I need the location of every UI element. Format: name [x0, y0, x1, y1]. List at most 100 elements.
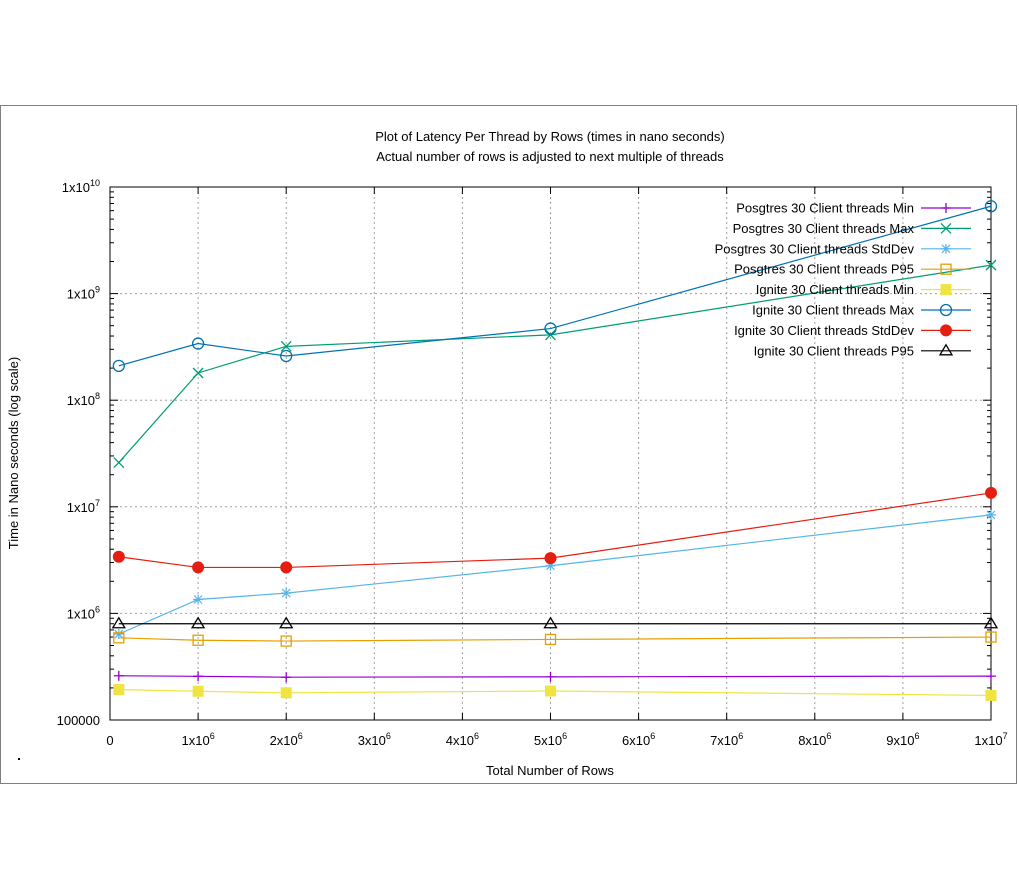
chart-title: Plot of Latency Per Thread by Rows (time…	[375, 129, 725, 144]
series-4	[113, 631, 997, 647]
x-axis-tick-labels: 0 1x106 2x106 3x106 4x106 5x106 6x106 7x106 8x10…	[106, 731, 1007, 748]
chart-subtitle: Actual number of rows is adjusted to nex…	[376, 149, 724, 164]
data-point	[985, 486, 997, 499]
data-point	[193, 671, 204, 682]
data-point	[544, 552, 557, 565]
data-point	[983, 616, 999, 629]
data-point	[544, 633, 557, 646]
data-point	[192, 634, 204, 646]
legend-entry: Ignite 30 Client threads StdDev	[734, 323, 971, 338]
data-point	[543, 616, 558, 629]
legend-marker	[939, 303, 953, 317]
data-point	[986, 509, 996, 520]
series-6	[112, 200, 998, 373]
grid	[110, 187, 991, 720]
legend-label: Ignite 30 Client threads StdDev	[734, 323, 914, 338]
legend-entry: Ignite 30 Client threads Max	[752, 303, 971, 318]
series-1	[113, 670, 996, 683]
legend: Posgtres 30 Client threads Min Posgtres 3…	[715, 201, 971, 358]
legend-label: Posgtres 30 Client threads P95	[734, 262, 914, 277]
data-point	[113, 670, 124, 681]
data-point	[281, 588, 292, 599]
x-tick-label: 6x106	[622, 731, 655, 748]
series-line	[118, 205, 992, 367]
legend-label: Posgtres 30 Client threads Min	[736, 201, 914, 216]
data-point	[280, 340, 292, 352]
y-axis-tick-labels: 100000 1x106 1x107 1x108 1x109 1x1010	[57, 178, 100, 728]
series-8	[111, 616, 999, 629]
legend-marker	[941, 243, 951, 254]
data-point	[545, 329, 556, 341]
data-point	[545, 671, 556, 682]
data-point	[545, 685, 556, 697]
data-point	[192, 561, 205, 574]
data-point	[281, 672, 292, 683]
legend-label: Ignite 30 Client threads P95	[754, 343, 914, 358]
data-point	[985, 631, 997, 643]
data-point	[986, 671, 996, 682]
data-series	[111, 200, 999, 701]
legend-entry: Ignite 30 Client threads P95	[754, 343, 971, 358]
data-point	[985, 259, 997, 271]
data-point	[279, 616, 294, 629]
data-point	[112, 550, 125, 563]
data-point	[190, 616, 206, 629]
data-point	[191, 337, 205, 350]
series-5	[113, 684, 997, 701]
x-tick-label: 1x107	[974, 731, 1007, 748]
data-point	[984, 200, 998, 213]
x-axis-label: Total Number of Rows	[486, 763, 614, 778]
legend-marker	[940, 324, 952, 337]
x-tick-label: 4x106	[446, 731, 479, 748]
legend-entry: Posgtres 30 Client threads P95	[734, 262, 971, 277]
plot-frame	[0, 105, 1017, 784]
data-point	[112, 359, 125, 373]
series-line	[118, 636, 992, 642]
axis-ticks	[109, 186, 992, 721]
data-point	[113, 457, 125, 469]
y-axis-label: Time in Nano seconds (log scale)	[6, 357, 21, 549]
x-tick-label: 0	[106, 733, 113, 748]
data-point	[192, 367, 204, 379]
series-7	[112, 486, 997, 574]
legend-marker	[940, 222, 952, 234]
data-point	[280, 635, 292, 647]
legend-label: Ignite 30 Client threads Min	[756, 282, 914, 297]
series-line	[118, 514, 992, 635]
legend-label: Posgtres 30 Client threads Max	[733, 221, 915, 236]
data-point	[113, 632, 125, 644]
data-point	[193, 594, 204, 605]
data-point	[113, 629, 124, 640]
legend-entry: Posgtres 30 Client threads StdDev	[715, 241, 971, 256]
x-tick-label: 2x106	[270, 731, 303, 748]
y-tick-label: 1x1010	[62, 178, 100, 195]
data-point	[985, 689, 997, 701]
legend-entry: Posgtres 30 Client threads Max	[733, 221, 971, 236]
data-point	[545, 560, 556, 571]
data-point	[280, 561, 293, 574]
y-tick-label: 1x107	[67, 498, 100, 515]
y-tick-label: 1x109	[67, 285, 100, 302]
x-tick-label: 9x106	[886, 731, 919, 748]
data-point	[544, 322, 557, 335]
legend-marker	[938, 343, 954, 356]
legend-entry: Posgtres 30 Client threads Min	[736, 201, 971, 216]
legend-marker	[941, 203, 951, 213]
series-3	[113, 509, 996, 640]
data-point	[192, 685, 204, 697]
x-tick-label: 8x106	[798, 731, 831, 748]
data-point	[113, 684, 125, 696]
data-point	[280, 687, 292, 699]
legend-marker	[940, 263, 952, 275]
y-tick-label: 1x106	[67, 604, 100, 621]
data-point	[280, 349, 293, 363]
y-tick-label: 100000	[57, 713, 100, 728]
stray-dot	[18, 758, 20, 760]
x-tick-label: 1x106	[181, 731, 214, 748]
data-point	[111, 616, 126, 629]
legend-entry: Ignite 30 Client threads Min	[756, 282, 971, 297]
legend-marker	[940, 284, 952, 296]
x-tick-label: 5x106	[534, 731, 567, 748]
y-tick-label: 1x108	[67, 391, 100, 408]
